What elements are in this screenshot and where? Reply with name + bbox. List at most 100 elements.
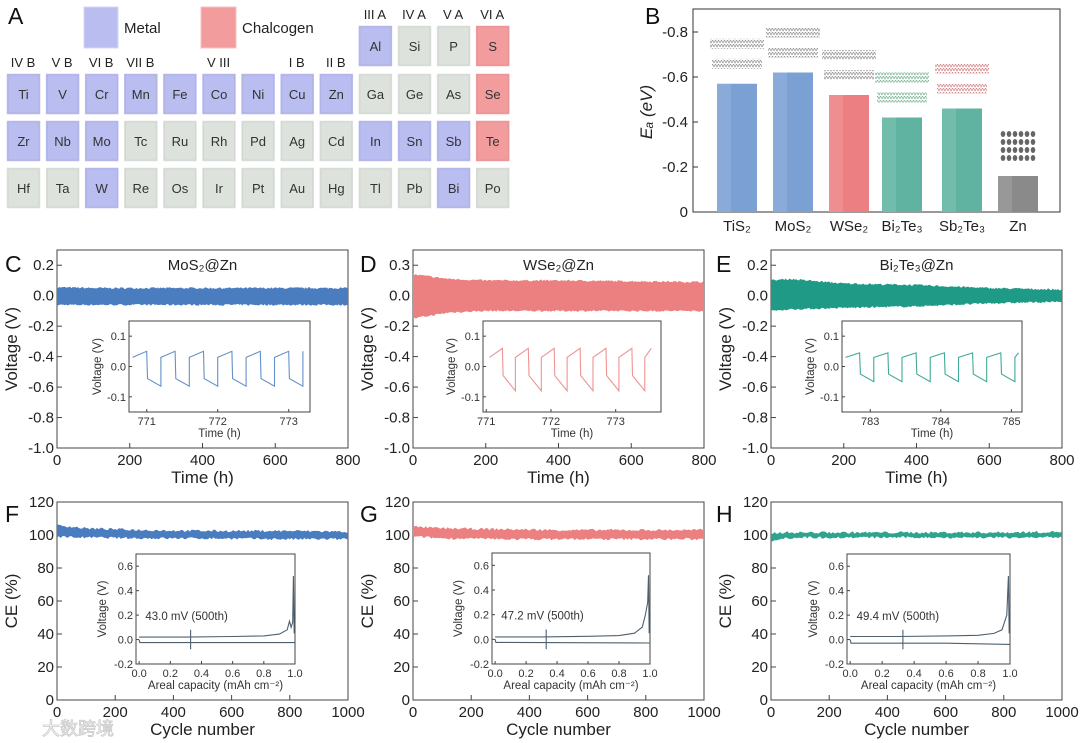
y-axis-label: Voltage (V) <box>808 580 820 637</box>
y-axis-label: Voltage (V) <box>97 580 109 637</box>
x-tick-label: 200 <box>459 704 484 721</box>
x-tick-label: 771 <box>477 416 495 428</box>
tile-bevel <box>203 121 235 161</box>
y-tick-label: 60 <box>751 593 768 610</box>
plot-frame <box>841 320 1023 413</box>
element-tile-as: As <box>435 72 472 116</box>
zn-atom-icon <box>1018 139 1024 145</box>
x-tick-label: 784 <box>932 416 950 428</box>
element-symbol: S <box>488 39 497 54</box>
tile-background <box>435 119 472 163</box>
legend-swatch-metal <box>83 6 119 49</box>
panel-letter: C <box>5 251 22 277</box>
element-tile-v: V <box>44 72 81 116</box>
element-tile-s: S <box>474 24 511 68</box>
x-tick-label: 400 <box>875 704 900 721</box>
x-tick-label: 0.4 <box>906 668 921 680</box>
tile-background <box>83 166 120 210</box>
x-tick-label: 400 <box>904 452 929 469</box>
element-symbol: Ge <box>406 87 423 102</box>
y-tick-label: -0.6 <box>28 379 54 396</box>
x-tick-label: 200 <box>103 704 128 721</box>
panel-letter: E <box>716 251 731 277</box>
tile-background <box>474 72 511 116</box>
bar <box>829 95 869 212</box>
data-band <box>413 273 704 319</box>
bar-highlight <box>942 108 956 212</box>
tile-bevel <box>398 168 431 208</box>
tile-bevel <box>437 74 470 114</box>
y-tick-label: -0.4 <box>28 349 54 366</box>
x-tick-label: 771 <box>138 416 156 428</box>
element-symbol: Al <box>370 39 382 54</box>
x-tick-label: 0.8 <box>611 668 626 680</box>
element-symbol: Ta <box>56 181 71 196</box>
x-tick-label: 0.0 <box>843 668 858 680</box>
y-tick-label: 100 <box>743 527 768 544</box>
element-tile-sn: Sn <box>396 119 433 163</box>
tile-background <box>44 72 81 116</box>
inset-voltage-capacity: 0.0 0.2 0.4 0.6 0.8 1.00.60.40.20.0-0.2Areal … <box>97 553 303 692</box>
zn-atom-icon <box>1018 155 1024 161</box>
tile-background <box>44 119 81 163</box>
element-tile-tl: Tl <box>357 166 394 210</box>
tile-background <box>5 119 42 163</box>
y-tick-label: 0 <box>760 692 768 709</box>
element-symbol: Ir <box>215 181 224 196</box>
y-axis-label: Voltage (V) <box>805 338 817 395</box>
y-tick-label: 20 <box>37 659 54 676</box>
bar-highlight <box>998 176 1012 212</box>
x-tick-label: 773 <box>280 416 298 428</box>
y-axis-label: Voltage (V) <box>358 307 377 391</box>
zn-atom-icon <box>1030 139 1036 145</box>
tile-background <box>44 166 81 210</box>
group-label: VI B <box>89 55 114 70</box>
element-tile-hf: Hf <box>5 166 42 210</box>
y-tick-label: 0.0 <box>33 288 54 305</box>
y-tick-label: 0 <box>680 204 688 221</box>
charge-curve <box>850 575 1010 638</box>
zn-atom-icon <box>1024 147 1030 153</box>
bar-3: Bi₂Te₃ <box>875 72 929 235</box>
tile-bevel <box>46 168 79 208</box>
y-tick-label: 120 <box>385 494 410 511</box>
layer-structure-icon <box>768 47 818 58</box>
element-tile-ga: Ga <box>357 72 394 116</box>
group-label: II B <box>326 55 346 70</box>
y-tick-label: -0.6 <box>662 69 688 86</box>
layer-structure-icon <box>877 92 927 103</box>
inset-voltage-zoom: 771 772 773 0.1 0.0 -0.1 Time (h) Voltage (V) <box>446 320 662 440</box>
element-symbol: Ga <box>367 87 385 102</box>
y-tick-label: 120 <box>29 494 54 511</box>
x-tick-label: 1000 <box>331 704 364 721</box>
x-axis-label: Time (h) <box>885 468 948 487</box>
element-tile-zn: Zn <box>318 72 355 116</box>
element-tile-bi: Bi <box>435 166 472 210</box>
x-tick-label: 0.4 <box>549 668 564 680</box>
y-tick-label: 0.6 <box>474 560 489 572</box>
y-tick-label: -0.6 <box>742 379 768 396</box>
panel-letter: D <box>360 251 377 277</box>
layer-structure-icon <box>824 70 874 80</box>
overpotential-annotation: 47.2 mV (500th) <box>501 611 584 623</box>
layer-structure-icon <box>937 83 987 94</box>
x-tick-label: 0 <box>409 704 417 721</box>
element-symbol: Os <box>172 181 189 196</box>
x-tick-label: 0 <box>53 704 61 721</box>
y-tick-label: 0.2 <box>118 610 133 622</box>
tile-background <box>161 119 199 163</box>
y-tick-label: 0.2 <box>474 610 489 622</box>
y-tick-label: 0.0 <box>118 635 133 647</box>
y-tick-label: 0.1 <box>111 331 126 343</box>
group-label: IV A <box>402 7 426 22</box>
x-tick-label: TiS₂ <box>723 218 751 235</box>
tile-bevel <box>437 168 470 208</box>
x-tick-label: 0.2 <box>163 668 178 680</box>
element-tile-al: Al <box>357 24 394 68</box>
element-tile-cu: Cu <box>278 72 316 116</box>
overpotential-annotation: 43.0 mV (500th) <box>145 611 228 623</box>
inset-voltage-trace <box>845 352 1019 383</box>
layer-structure-icon <box>875 72 929 83</box>
